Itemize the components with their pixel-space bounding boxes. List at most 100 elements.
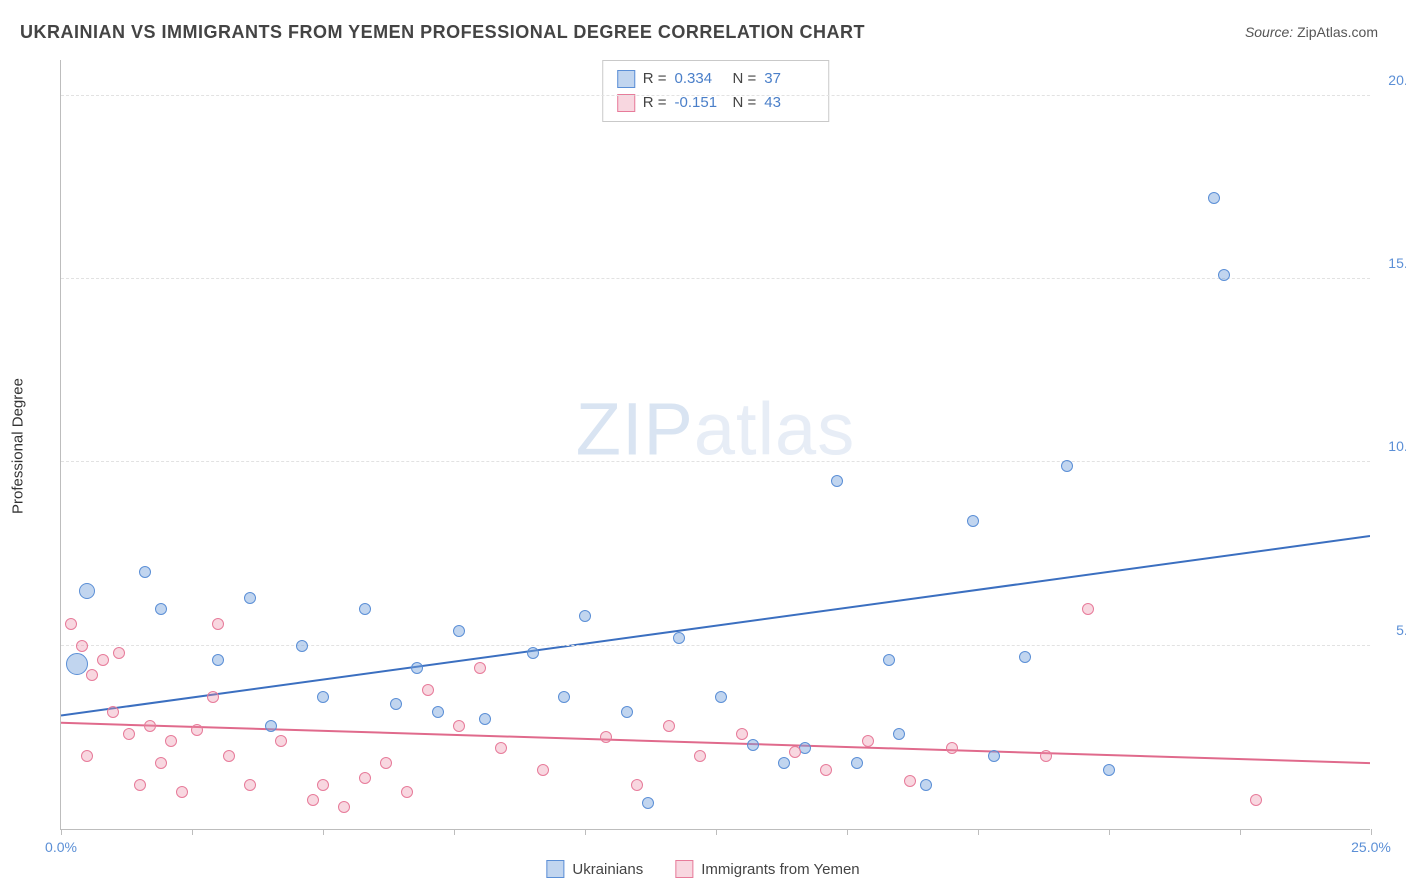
trend-line: [61, 723, 1370, 763]
data-point: [401, 786, 413, 798]
data-point: [1208, 192, 1220, 204]
data-point: [296, 640, 308, 652]
data-point: [338, 801, 350, 813]
x-tick-mark: [323, 829, 324, 835]
x-tick-label: 25.0%: [1351, 839, 1391, 855]
data-point: [86, 669, 98, 681]
x-tick-mark: [192, 829, 193, 835]
y-tick-label: 5.0%: [1376, 622, 1406, 638]
gridline: [61, 645, 1370, 646]
source-attribution: Source: ZipAtlas.com: [1245, 24, 1378, 40]
data-point: [631, 779, 643, 791]
data-point: [558, 691, 570, 703]
x-tick-mark: [1109, 829, 1110, 835]
data-point: [123, 728, 135, 740]
x-tick-mark: [978, 829, 979, 835]
data-point: [1082, 603, 1094, 615]
swatch-blue-icon: [546, 860, 564, 878]
data-point: [81, 750, 93, 762]
data-point: [479, 713, 491, 725]
data-point: [79, 583, 95, 599]
data-point: [244, 779, 256, 791]
source-label: Source:: [1245, 24, 1293, 40]
data-point: [453, 625, 465, 637]
data-point: [155, 603, 167, 615]
legend-label-yemen: Immigrants from Yemen: [701, 861, 859, 878]
data-point: [317, 779, 329, 791]
data-point: [694, 750, 706, 762]
data-point: [165, 735, 177, 747]
data-point: [904, 775, 916, 787]
data-point: [747, 739, 759, 751]
data-point: [893, 728, 905, 740]
data-point: [642, 797, 654, 809]
watermark-bold: ZIP: [576, 388, 694, 471]
data-point: [851, 757, 863, 769]
data-point: [1218, 269, 1230, 281]
x-tick-label: 0.0%: [45, 839, 77, 855]
data-point: [113, 647, 125, 659]
y-tick-label: 15.0%: [1376, 255, 1406, 271]
data-point: [1103, 764, 1115, 776]
data-point: [621, 706, 633, 718]
data-point: [65, 618, 77, 630]
scatter-plot-area: ZIPatlas R = 0.334 N = 37 R = -0.151 N =…: [60, 60, 1370, 830]
data-point: [967, 515, 979, 527]
data-point: [317, 691, 329, 703]
n-value-ukrainians: 37: [764, 67, 814, 91]
swatch-pink-icon: [617, 94, 635, 112]
bottom-legend: Ukrainians Immigrants from Yemen: [546, 860, 859, 878]
data-point: [155, 757, 167, 769]
r-label: R =: [643, 67, 667, 91]
data-point: [946, 742, 958, 754]
x-tick-mark: [585, 829, 586, 835]
swatch-pink-icon: [675, 860, 693, 878]
watermark-thin: atlas: [694, 388, 855, 471]
trend-line: [61, 536, 1370, 715]
data-point: [453, 720, 465, 732]
legend-label-ukrainians: Ukrainians: [572, 861, 643, 878]
trend-lines: [61, 60, 1370, 829]
n-label: N =: [733, 67, 757, 91]
data-point: [66, 653, 88, 675]
r-value-ukrainians: 0.334: [675, 67, 725, 91]
data-point: [988, 750, 1000, 762]
swatch-blue-icon: [617, 70, 635, 88]
data-point: [831, 475, 843, 487]
data-point: [97, 654, 109, 666]
data-point: [390, 698, 402, 710]
data-point: [1040, 750, 1052, 762]
data-point: [820, 764, 832, 776]
data-point: [275, 735, 287, 747]
gridline: [61, 461, 1370, 462]
data-point: [265, 720, 277, 732]
data-point: [1019, 651, 1031, 663]
y-tick-label: 10.0%: [1376, 438, 1406, 454]
data-point: [920, 779, 932, 791]
x-tick-mark: [1371, 829, 1372, 835]
data-point: [432, 706, 444, 718]
data-point: [212, 654, 224, 666]
x-tick-mark: [61, 829, 62, 835]
x-tick-mark: [716, 829, 717, 835]
data-point: [862, 735, 874, 747]
data-point: [736, 728, 748, 740]
data-point: [579, 610, 591, 622]
data-point: [715, 691, 727, 703]
data-point: [537, 764, 549, 776]
data-point: [244, 592, 256, 604]
data-point: [600, 731, 612, 743]
data-point: [76, 640, 88, 652]
data-point: [883, 654, 895, 666]
source-value: ZipAtlas.com: [1297, 24, 1378, 40]
legend-item-yemen: Immigrants from Yemen: [675, 860, 859, 878]
data-point: [359, 772, 371, 784]
data-point: [474, 662, 486, 674]
data-point: [207, 691, 219, 703]
data-point: [212, 618, 224, 630]
x-tick-mark: [1240, 829, 1241, 835]
gridline: [61, 95, 1370, 96]
data-point: [422, 684, 434, 696]
data-point: [799, 742, 811, 754]
data-point: [307, 794, 319, 806]
